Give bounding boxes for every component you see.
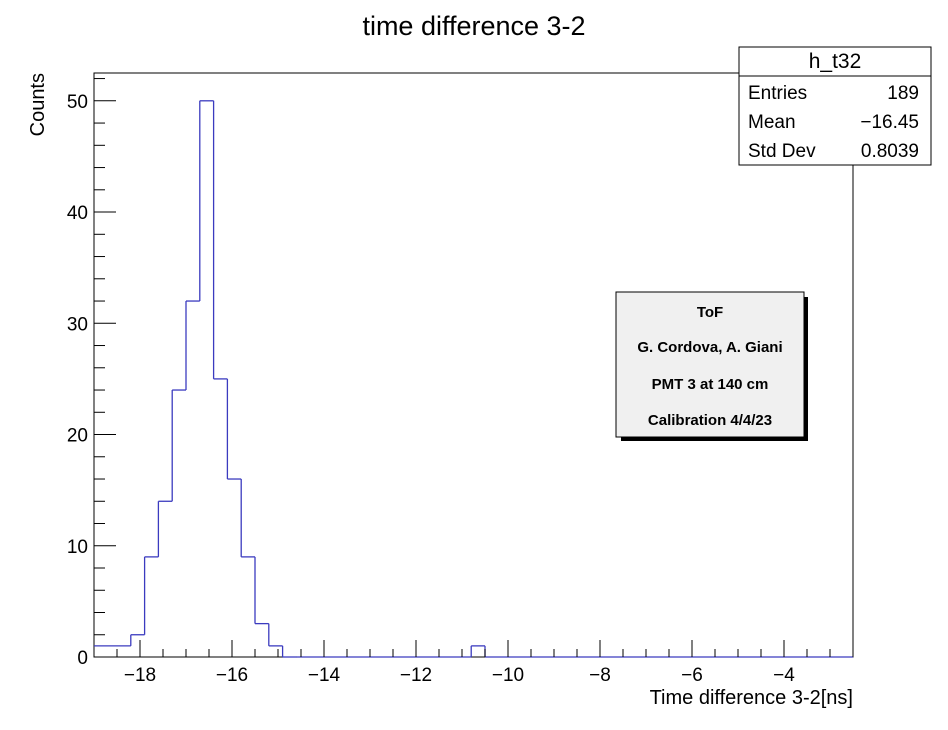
y-tick-label: 20 (67, 426, 88, 447)
stats-value-mean: −16.45 (860, 112, 919, 133)
stats-label-stddev: Std Dev (748, 141, 816, 162)
x-axis: −18 −16 −14 −12 −10 −8 −6 −4 (93, 640, 854, 686)
annotation-line-4: Calibration 4/4/23 (648, 412, 772, 429)
x-tick-label: −8 (589, 665, 611, 686)
annotation-line-3: PMT 3 at 140 cm (652, 376, 769, 393)
histogram-bars (94, 100, 853, 658)
x-tick-label: −18 (124, 665, 156, 686)
y-tick-label: 30 (67, 314, 88, 335)
y-tick-label: 10 (67, 537, 88, 558)
y-tick-label: 0 (77, 648, 88, 669)
annotation-line-1: ToF (697, 304, 723, 321)
y-tick-label: 40 (67, 203, 88, 224)
x-tick-label: −10 (492, 665, 524, 686)
annotation-line-2: G. Cordova, A. Giani (637, 339, 782, 356)
x-axis-title: Time difference 3-2[ns] (650, 687, 853, 709)
x-tick-label: −6 (681, 665, 703, 686)
x-tick-label: −4 (773, 665, 795, 686)
stats-label-mean: Mean (748, 112, 796, 133)
stats-value-entries: 189 (887, 83, 919, 104)
plot-frame (93, 72, 854, 658)
annotation-box: ToF G. Cordova, A. Giani PMT 3 at 140 cm… (615, 291, 808, 441)
x-tick-label: −14 (308, 665, 341, 686)
annotation-box-frame (615, 291, 805, 438)
chart-title: time difference 3-2 (362, 11, 585, 41)
stats-box: h_t32 Entries 189 Mean −16.45 Std Dev 0.… (738, 46, 932, 166)
stats-label-entries: Entries (748, 83, 807, 104)
y-axis: 0 10 20 30 40 50 (67, 78, 116, 669)
x-tick-label: −16 (216, 665, 248, 686)
x-tick-label: −12 (400, 665, 432, 686)
stats-value-stddev: 0.8039 (861, 141, 919, 162)
y-tick-label: 50 (67, 92, 88, 113)
y-axis-title: Counts (27, 73, 49, 136)
stats-box-title: h_t32 (809, 50, 862, 73)
stats-box-frame (738, 46, 932, 166)
